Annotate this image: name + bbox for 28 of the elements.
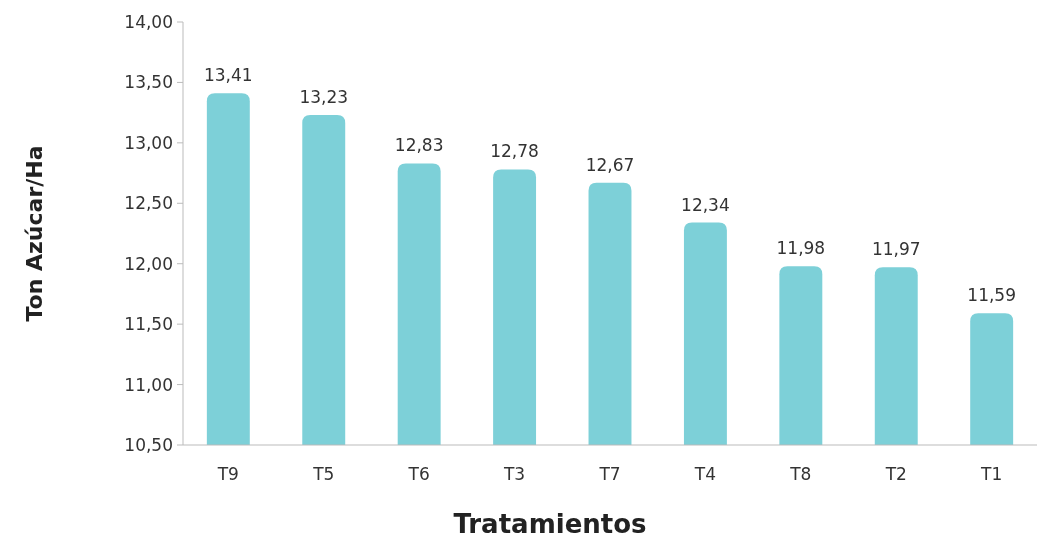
x-tick-label: T9 bbox=[216, 464, 239, 484]
data-label: 13,23 bbox=[299, 87, 349, 108]
x-tick-label: T6 bbox=[407, 464, 430, 484]
y-axis-title: Ton Azúcar/Ha bbox=[22, 145, 47, 322]
y-tick-label: 12,00 bbox=[124, 253, 173, 274]
y-tick-label: 13,50 bbox=[124, 72, 173, 93]
data-label: 12,78 bbox=[490, 141, 539, 162]
x-tick-label: T7 bbox=[598, 464, 621, 484]
y-tick-label: 14,00 bbox=[124, 11, 173, 32]
y-tick-label: 11,50 bbox=[124, 314, 173, 335]
x-tick-label: T3 bbox=[502, 464, 526, 484]
data-label: 11,59 bbox=[967, 285, 1017, 306]
x-axis-title: Tratamientos bbox=[453, 509, 647, 539]
y-tick-label: 10,50 bbox=[124, 434, 173, 455]
data-label: 12,83 bbox=[394, 135, 444, 156]
data-label: 13,41 bbox=[203, 65, 253, 86]
x-tick-label: T5 bbox=[312, 464, 335, 484]
data-label: 12,34 bbox=[681, 194, 730, 215]
data-label: 11,97 bbox=[871, 239, 921, 260]
y-tick-label: 13,00 bbox=[124, 132, 173, 153]
y-tick-label: 11,00 bbox=[124, 374, 173, 395]
y-tick-label: 12,50 bbox=[124, 193, 173, 214]
x-tick-label: T1 bbox=[980, 464, 1003, 484]
x-tick-label: T8 bbox=[789, 464, 812, 484]
data-label: 11,98 bbox=[776, 238, 826, 259]
x-tick-label: T4 bbox=[693, 464, 717, 484]
x-tick-label: T2 bbox=[884, 464, 907, 484]
data-label: 12,67 bbox=[585, 154, 635, 175]
